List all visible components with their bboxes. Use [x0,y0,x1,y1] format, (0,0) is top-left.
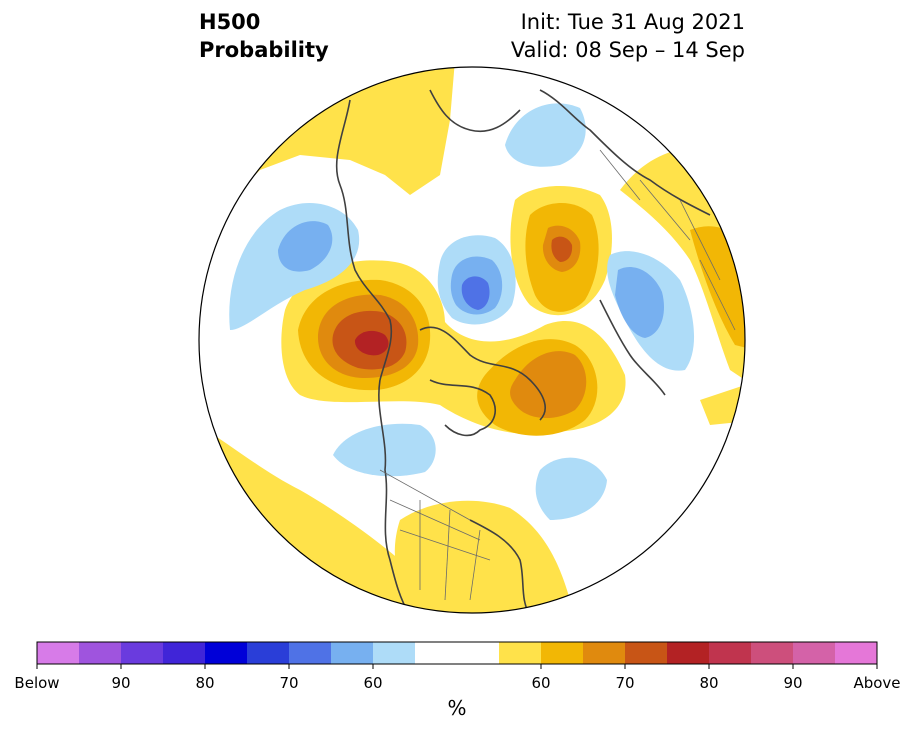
political-borders [379,149,736,601]
coastline-eurasia-north [539,89,711,216]
colorbar-cell [751,642,794,664]
colorbar-cell [163,642,206,664]
darkorange-siberia [551,236,573,262]
colorbar-tick-label: Above [853,674,901,692]
border-7 [599,149,641,201]
colorbar-cell [709,642,752,664]
border-10 [699,259,736,331]
border-2 [389,499,481,541]
border-8 [639,179,691,241]
colorbar-tick-label: 80 [699,674,719,692]
colorbar-tick-label: 60 [531,674,551,692]
colorbar-cell [247,642,290,664]
lightblue-atlantic [535,457,607,520]
colorbar-cell [793,642,836,664]
coastline-north-america-west [335,99,393,381]
colorbar-ticks [36,664,878,669]
colorbar-tick-label: 90 [783,674,803,692]
border-5 [444,509,451,601]
colorbar-unit-label: % [447,696,467,720]
colorbar-cell [835,642,878,664]
coastline-us-east [469,519,531,613]
init-time: Init: Tue 31 Aug 2021 [520,10,745,34]
colorbar-cell [331,642,374,664]
colorbar-tick-label: Below [14,674,60,692]
colorbar-cell [79,642,122,664]
colorbar-cell [667,642,710,664]
colorbar-tick-label: 90 [111,674,131,692]
colorbar-cell [37,642,80,664]
coastline-greenland [429,379,496,437]
border-6 [469,529,481,601]
coastline-east-asia [599,299,666,396]
red-hudson [354,330,389,356]
title-product: Probability [199,38,329,62]
title-variable: H500 [199,10,261,34]
title-block-right: Init: Tue 31 Aug 2021 Valid: 08 Sep – 14… [511,8,745,64]
yellow-north-america [394,500,570,613]
blue-arctic [461,276,490,310]
colorbar-cell [499,642,542,664]
colorbar-cell [625,642,668,664]
orange-greenland [510,351,587,419]
colorbar-cell [289,642,332,664]
coastlines [335,89,711,613]
border-3 [399,529,491,561]
valid-period: Valid: 08 Sep – 14 Sep [510,38,745,62]
midblue-north-pacific [278,221,333,272]
colorbar-tick-label: 70 [279,674,299,692]
border-1 [379,469,471,521]
colorbar-frame [36,641,878,665]
colorbar-tick-label: 70 [615,674,635,692]
midblue-east-asia [615,266,665,338]
colorbar-cell [373,642,416,664]
lightblue-scandinavia [505,103,586,167]
colorbar-cell [457,642,500,664]
colorbar-cell [541,642,584,664]
colorbar-cell [205,642,248,664]
colorbar-cells [37,642,878,664]
colorbar-cell [583,642,626,664]
yellow-east-edge [700,380,745,425]
map-disc-content [199,67,745,613]
colorbar-tick-label: 80 [195,674,215,692]
border-9 [679,199,721,281]
title-block-left: H500 Probability [199,8,329,64]
colorbar-cell [415,642,458,664]
coastline-pacific-west [378,379,411,613]
coastline-arctic-archipelago [419,326,546,421]
polar-map [198,66,746,614]
map-boundary [198,66,746,614]
colorbar-tick-label: 60 [363,674,383,692]
coastline-europe-north [429,89,521,132]
colorbar-cell [121,642,164,664]
